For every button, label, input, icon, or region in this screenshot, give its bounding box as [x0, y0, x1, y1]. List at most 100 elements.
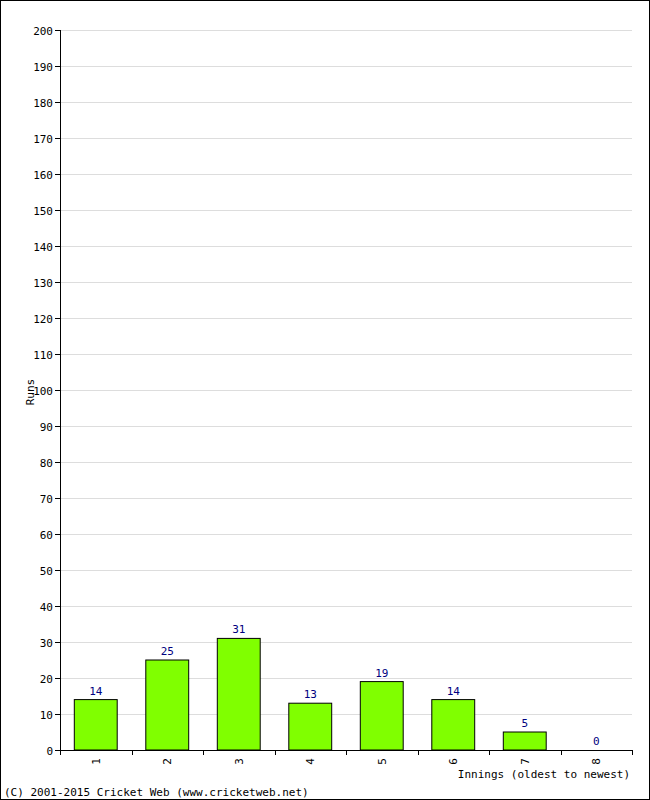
y-tick [55, 570, 60, 571]
x-tick-label: 5 [376, 758, 389, 765]
y-tick [55, 390, 60, 391]
y-tick-label: 140 [33, 241, 53, 254]
y-tick-label: 190 [33, 61, 53, 74]
grid-line [60, 570, 632, 571]
x-tick [132, 750, 133, 755]
data-label: 14 [447, 685, 461, 698]
x-tick-label: 2 [161, 758, 174, 765]
grid-line [60, 642, 632, 643]
y-tick-label: 170 [33, 133, 53, 146]
x-tick [561, 750, 562, 755]
y-tick [55, 462, 60, 463]
grid-line [60, 210, 632, 211]
grid-line [60, 534, 632, 535]
x-tick [489, 750, 490, 755]
data-label: 31 [232, 623, 245, 636]
axes: 0102030405060708090100110120130140150160… [33, 25, 632, 765]
grid-line [60, 498, 632, 499]
bar [289, 703, 332, 750]
grid-line [60, 354, 632, 355]
x-tick-label: 1 [90, 758, 103, 765]
y-tick-label: 150 [33, 205, 53, 218]
y-tick [55, 30, 60, 31]
data-label: 13 [304, 688, 317, 701]
y-tick-label: 110 [33, 349, 53, 362]
y-tick-label: 80 [40, 457, 53, 470]
x-tick-label: 4 [304, 758, 317, 765]
x-axis-title: Innings (oldest to newest) [458, 768, 630, 781]
x-tick [418, 750, 419, 755]
chart-root: 0102030405060708090100110120130140150160… [0, 0, 650, 800]
labels: 14253113191450 [89, 623, 599, 748]
grid-line [60, 390, 632, 391]
y-tick-label: 180 [33, 97, 53, 110]
y-tick [55, 282, 60, 283]
y-axis-title: Runs [24, 379, 37, 406]
y-tick [55, 318, 60, 319]
x-tick-label: 6 [447, 758, 460, 765]
data-label: 0 [593, 735, 600, 748]
y-tick [55, 354, 60, 355]
y-axis-line [60, 30, 61, 750]
bars [74, 638, 546, 750]
grid-line [60, 606, 632, 607]
grid-line [60, 102, 632, 103]
grid-line [60, 138, 632, 139]
grid [60, 31, 632, 751]
y-tick-label: 120 [33, 313, 53, 326]
bar [360, 682, 403, 750]
y-tick [55, 138, 60, 139]
x-tick [60, 750, 61, 755]
y-tick [55, 714, 60, 715]
bar [74, 700, 117, 750]
bar [503, 732, 546, 750]
y-tick-label: 90 [40, 421, 53, 434]
bar [432, 700, 475, 750]
y-tick-label: 40 [40, 601, 53, 614]
y-tick [55, 174, 60, 175]
grid-line [60, 246, 632, 247]
data-label: 14 [89, 685, 103, 698]
frame [1, 1, 650, 800]
y-tick [55, 750, 60, 751]
y-tick-label: 70 [40, 493, 53, 506]
bar [575, 750, 618, 751]
y-tick [55, 606, 60, 607]
grid-line [60, 66, 632, 67]
grid-line [60, 318, 632, 319]
y-tick [55, 498, 60, 499]
y-tick-label: 60 [40, 529, 53, 542]
grid-line [60, 30, 632, 31]
data-label: 19 [375, 667, 388, 680]
y-tick-label: 200 [33, 25, 53, 38]
bar [146, 660, 189, 750]
y-tick-label: 20 [40, 673, 53, 686]
y-tick [55, 534, 60, 535]
x-tick [346, 750, 347, 755]
x-tick [632, 750, 633, 755]
data-label: 25 [161, 645, 174, 658]
y-tick-label: 130 [33, 277, 53, 290]
y-tick [55, 210, 60, 211]
annotation: (C) 2001-2015 Cricket Web (www.cricketwe… [4, 786, 309, 799]
bar [217, 638, 260, 750]
x-tick-label: 8 [590, 758, 603, 765]
y-tick [55, 246, 60, 247]
x-tick-label: 7 [519, 758, 532, 765]
x-tick-label: 3 [233, 758, 246, 765]
y-tick-label: 50 [40, 565, 53, 578]
y-tick [55, 102, 60, 103]
grid-line [60, 282, 632, 283]
y-tick-label: 160 [33, 169, 53, 182]
y-tick-label: 30 [40, 637, 53, 650]
chart-svg: 0102030405060708090100110120130140150160… [0, 0, 650, 800]
y-tick-label: 10 [40, 709, 53, 722]
y-tick [55, 66, 60, 67]
grid-line [60, 174, 632, 175]
y-tick [55, 642, 60, 643]
grid-line [60, 426, 632, 427]
grid-line [60, 462, 632, 463]
y-tick-label: 0 [46, 745, 53, 758]
x-tick [275, 750, 276, 755]
y-tick [55, 678, 60, 679]
